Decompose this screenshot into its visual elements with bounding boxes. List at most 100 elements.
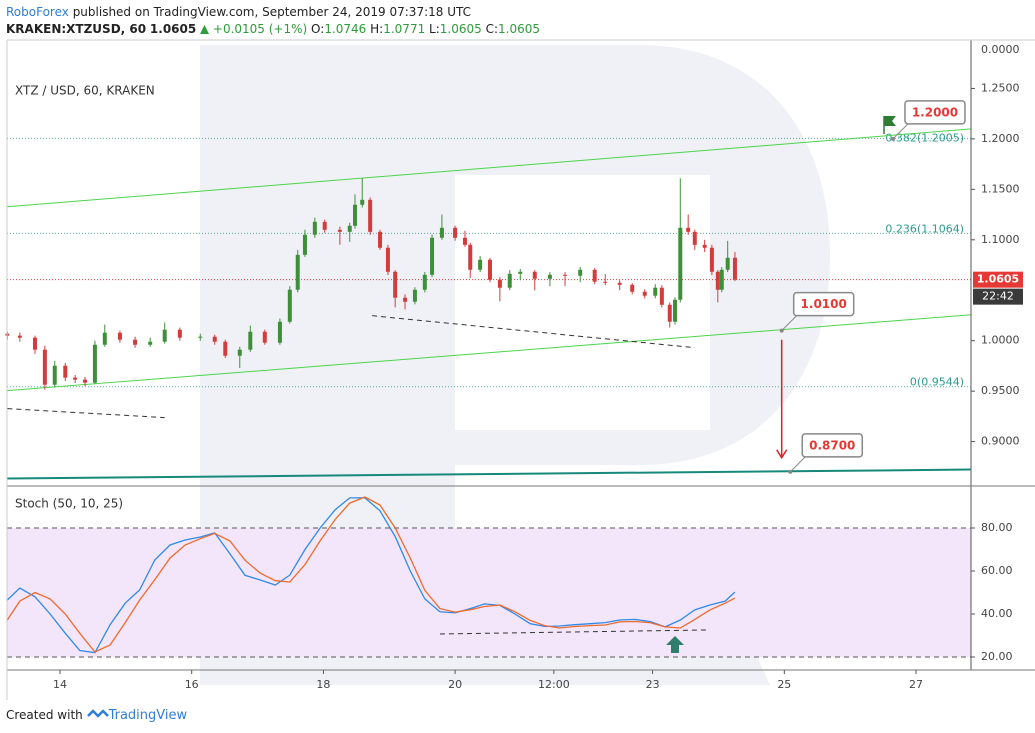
- candle-body: [563, 274, 568, 276]
- change-arrow: [200, 22, 210, 36]
- candle-body: [360, 199, 365, 205]
- callout-label: 1.0100: [801, 297, 847, 311]
- callout-pointer: [789, 455, 807, 473]
- watermark: [200, 45, 830, 685]
- candle-body: [32, 337, 37, 350]
- y-tick-label: 0.9000: [981, 435, 1020, 448]
- callout-anchor: [890, 136, 895, 141]
- candle-body: [725, 257, 730, 270]
- candle-body: [468, 244, 473, 270]
- candle-body: [667, 304, 672, 322]
- candle-body: [532, 271, 537, 279]
- candle-body: [603, 281, 608, 283]
- candle-body: [547, 274, 552, 279]
- candle-body: [148, 341, 153, 345]
- candle-body: [262, 331, 267, 343]
- candle-body: [659, 287, 664, 305]
- candle-body: [592, 269, 597, 282]
- trend-line: [7, 408, 165, 419]
- candle-body: [719, 269, 724, 290]
- candle-body: [422, 274, 427, 290]
- candle-body: [653, 287, 658, 296]
- stoch-line: [6, 497, 736, 654]
- ohlc-value: 1.0605: [498, 22, 541, 36]
- y-tick-label: 1.1500: [981, 182, 1020, 195]
- brand: TradingView: [108, 708, 188, 723]
- stoch-line: [6, 496, 736, 653]
- candle-body: [102, 332, 107, 345]
- candle-body: [52, 365, 57, 385]
- candle-body: [578, 269, 583, 276]
- trend-line: [7, 468, 972, 480]
- candle-body: [630, 284, 635, 292]
- candle-body: [177, 329, 182, 338]
- panel-title: XTZ / USD, 60, KRAKEN: [15, 84, 155, 98]
- symbol-line: KRAKEN:XTZUSD, 60 1.0605 +0.0105 (+1%) O…: [6, 22, 540, 36]
- candle-body: [686, 227, 691, 232]
- ohlc-label: O:: [311, 22, 325, 36]
- candle-body: [322, 221, 327, 230]
- candle-body: [478, 259, 483, 270]
- ohlc-label: C:: [485, 22, 499, 36]
- candle-body: [497, 279, 502, 288]
- candle-body: [287, 289, 292, 322]
- y-tick-label: 1.2500: [981, 81, 1020, 94]
- trend-line: [7, 314, 972, 392]
- y-tick-label: 40.00: [981, 607, 1013, 620]
- callout-label: 1.2000: [912, 105, 958, 119]
- ohlc-value: 1.0771: [383, 22, 426, 36]
- fib-label: 0.236(1.1064): [885, 222, 964, 235]
- candle-body: [507, 273, 512, 288]
- y-tick-label: 1.1000: [981, 233, 1020, 246]
- change: +0.0105 (+1%): [212, 22, 308, 36]
- candle-body: [117, 332, 122, 340]
- callout-pointer: [781, 314, 799, 331]
- candle-body: [439, 227, 444, 238]
- candle-body: [430, 237, 435, 275]
- header-line: RoboForex published on TradingView.com, …: [6, 5, 471, 19]
- candle-body: [673, 299, 678, 322]
- countdown-label: 22:42: [982, 290, 1014, 303]
- x-tick-label: 16: [185, 678, 199, 691]
- y-tick-label: 0.9500: [981, 384, 1020, 397]
- candle-body: [702, 244, 707, 248]
- candle-body: [198, 336, 203, 338]
- candle-body: [223, 341, 228, 356]
- x-tick-label: 27: [909, 678, 923, 691]
- ohlc-value: 1.0605: [439, 22, 482, 36]
- candle-body: [63, 365, 68, 378]
- candle-body: [312, 221, 317, 235]
- candle-body: [732, 257, 737, 280]
- candle-body: [302, 234, 307, 255]
- callout-anchor: [788, 469, 793, 474]
- candle-body: [83, 379, 88, 383]
- indicator-title: Stoch (50, 10, 25): [15, 497, 123, 511]
- candle-body: [617, 282, 622, 285]
- candle-body: [353, 204, 358, 226]
- callout-box: [792, 291, 855, 317]
- candle-body: [277, 321, 282, 343]
- x-tick-label: 12:00: [538, 678, 570, 691]
- candle-body: [133, 339, 138, 345]
- candle-body: [42, 349, 47, 385]
- candle-body: [237, 349, 242, 356]
- x-tick-label: 18: [316, 678, 330, 691]
- ohlc-value: 1.0746: [324, 22, 367, 36]
- published-note: published on TradingView.com, September …: [72, 5, 471, 19]
- ohlc: O:1.0746 H:1.0771 L:1.0605 C:1.0605: [311, 22, 540, 36]
- x-tick-label: 23: [646, 678, 660, 691]
- candle-body: [692, 231, 697, 245]
- signal-arrow: [666, 636, 684, 653]
- candle-body: [709, 247, 714, 272]
- callout-anchor: [779, 328, 784, 333]
- trend-line: [439, 629, 710, 635]
- candle-body: [518, 271, 523, 274]
- candle-body: [162, 329, 167, 342]
- trend-line: [372, 315, 695, 349]
- candle-body: [378, 231, 383, 248]
- candle-body: [393, 271, 398, 298]
- publisher: RoboForex: [6, 5, 69, 19]
- last-price: 1.0605: [149, 22, 197, 36]
